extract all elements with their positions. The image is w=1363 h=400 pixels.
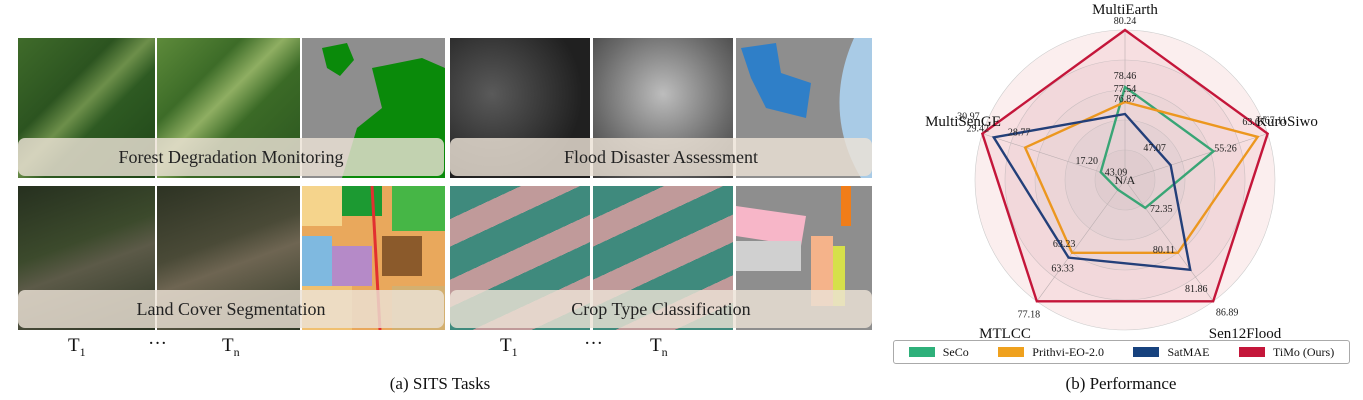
time-label-t1-left: T1 xyxy=(68,335,86,359)
legend-item: TiMo (Ours) xyxy=(1238,344,1335,360)
value-label: 63.23 xyxy=(1053,239,1076,250)
value-label: 63.67 xyxy=(1242,117,1265,128)
chart-legend: SeCo Prithvi-EO-2.0 SatMAE TiMo (Ours) xyxy=(893,340,1350,364)
legend-swatch xyxy=(1133,347,1160,357)
series-polygon-satmae xyxy=(991,112,1192,272)
axis-spoke xyxy=(1124,179,1214,302)
value-label: 55.26 xyxy=(1214,143,1237,154)
time-label-tn-left: Tn xyxy=(222,335,240,359)
axis-label: MTLCC xyxy=(979,326,1031,340)
legend-label: SeCo xyxy=(942,344,969,359)
legend-swatch xyxy=(908,347,935,357)
value-label: 29.42 xyxy=(967,123,990,134)
value-label: 30.97 xyxy=(957,112,980,123)
value-label: 80.24 xyxy=(1114,16,1137,27)
task-label: Crop Type Classification xyxy=(571,298,751,319)
legend-label: Prithvi-EO-2.0 xyxy=(1032,344,1104,359)
task-banner-flood: Flood Disaster Assessment xyxy=(450,138,872,176)
task-banner-forest: Forest Degradation Monitoring xyxy=(18,138,444,176)
value-label: 80.11 xyxy=(1153,245,1175,256)
value-label: 47.07 xyxy=(1143,143,1166,154)
task-label: Flood Disaster Assessment xyxy=(563,146,758,167)
value-label: 28.77 xyxy=(1008,128,1031,139)
axis-spoke xyxy=(1036,179,1126,302)
axis-spoke xyxy=(1124,133,1268,181)
value-label: 63.33 xyxy=(1051,264,1074,275)
time-ellipsis-right: ··· xyxy=(584,333,603,354)
task-label: Forest Degradation Monitoring xyxy=(118,146,344,167)
series-polygon-timo-ours- xyxy=(980,28,1270,303)
series-polygon-seco xyxy=(1099,85,1216,210)
center-label: N/A xyxy=(1115,173,1136,187)
time-ellipsis-left: ··· xyxy=(148,333,167,354)
axis-label: KuroSiwo xyxy=(1256,114,1318,130)
axis-label: Sen12Flood xyxy=(1209,326,1282,340)
time-label-t1-right: T1 xyxy=(500,335,518,359)
value-label: 78.46 xyxy=(1114,71,1137,82)
legend-swatch xyxy=(998,347,1025,357)
time-label-tn-right: Tn xyxy=(650,335,668,359)
performance-radar-chart: 78.46 55.26 72.35 43.09 17.20 77.54 63.67 80.11… xyxy=(878,0,1363,370)
value-label: 76.87 xyxy=(1114,94,1137,105)
value-label: 67.11 xyxy=(1265,116,1287,127)
task-banner-landcover: Land Cover Segmentation xyxy=(18,290,444,328)
value-label: 72.35 xyxy=(1150,204,1173,215)
legend-item: Prithvi-EO-2.0 xyxy=(998,345,1104,360)
task-label: Land Cover Segmentation xyxy=(136,298,326,319)
legend-item: SatMAE xyxy=(1133,345,1209,360)
legend-swatch xyxy=(1238,347,1265,357)
value-label: 77.54 xyxy=(1114,84,1137,95)
caption-performance: (b) Performance xyxy=(1065,374,1177,393)
legend-item: SeCo xyxy=(908,344,969,360)
value-label: 77.18 xyxy=(1018,309,1041,320)
value-label: 43.09 xyxy=(1105,168,1128,179)
value-label: 81.86 xyxy=(1185,284,1208,295)
caption-sits-tasks: (a) SITS Tasks xyxy=(389,374,491,393)
task-banner-crop: Crop Type Classification xyxy=(450,290,872,328)
axis-label: MultiSenGE xyxy=(925,114,1001,130)
value-label: 86.89 xyxy=(1216,307,1239,318)
sits-tasks-panel: Forest Degradation Monitoring Flood Disa… xyxy=(18,38,872,393)
axis-label: MultiEarth xyxy=(1092,2,1158,18)
value-label: 17.20 xyxy=(1075,156,1098,167)
legend-label: TiMo (Ours) xyxy=(1272,344,1335,359)
series-polygon-prithvi-eo-2-0 xyxy=(1023,100,1260,255)
legend-label: SatMAE xyxy=(1167,344,1210,359)
